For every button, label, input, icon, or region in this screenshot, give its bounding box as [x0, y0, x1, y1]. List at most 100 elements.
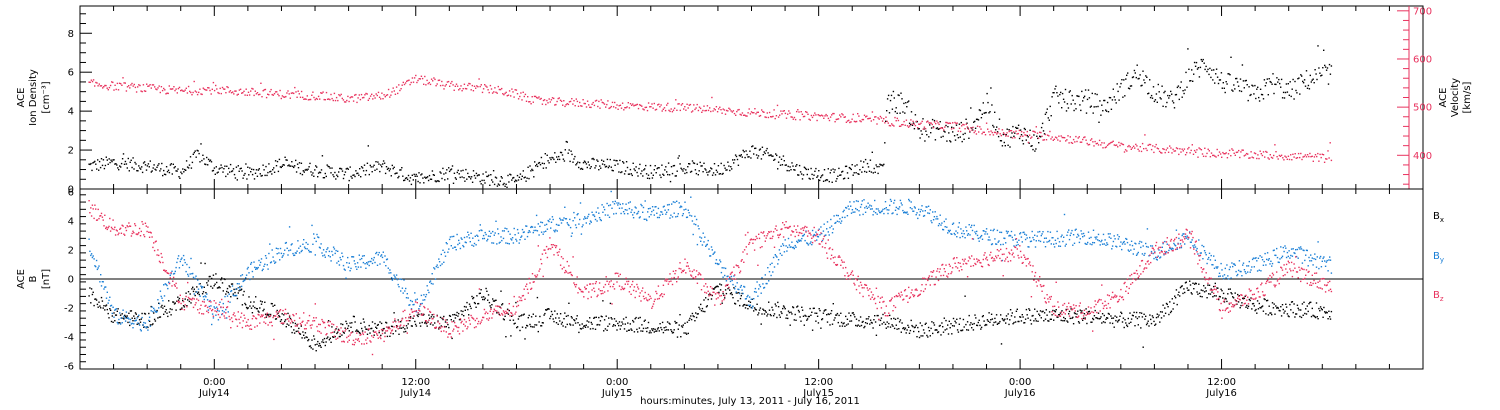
data-point: [554, 310, 556, 312]
data-point: [930, 122, 932, 124]
data-point: [1206, 152, 1208, 155]
data-point: [195, 91, 198, 93]
data-point: [1319, 310, 1321, 312]
data-point: [740, 154, 742, 156]
data-point: [308, 345, 311, 348]
data-point: [1199, 66, 1202, 69]
data-point: [1191, 144, 1193, 146]
data-point: [197, 291, 200, 293]
data-point: [1006, 132, 1008, 134]
data-point: [693, 223, 695, 225]
data-point: [1104, 321, 1106, 324]
data-point: [627, 329, 630, 331]
data-point: [192, 286, 194, 288]
series-velocity: [88, 74, 1333, 163]
data-point: [363, 96, 365, 99]
data-point: [427, 179, 430, 182]
data-point: [489, 305, 491, 307]
data-point: [1258, 157, 1260, 160]
data-point: [936, 120, 938, 122]
data-point: [207, 280, 210, 282]
data-point: [567, 152, 569, 154]
data-point: [842, 211, 844, 213]
data-point: [210, 305, 212, 307]
data-point: [1008, 129, 1010, 131]
data-point: [593, 317, 595, 319]
data-point: [189, 273, 191, 275]
data-point: [434, 322, 436, 324]
data-point: [1257, 86, 1259, 88]
data-point: [887, 122, 889, 124]
data-point: [1259, 306, 1261, 309]
data-point: [1279, 82, 1281, 85]
data-point: [722, 172, 724, 175]
data-point: [467, 231, 469, 233]
data-point: [971, 129, 973, 131]
data-point: [1014, 321, 1017, 323]
data-point: [1215, 295, 1217, 297]
data-point: [387, 167, 390, 169]
data-point: [559, 320, 561, 322]
data-point: [852, 312, 854, 314]
data-point: [493, 300, 495, 302]
data-point: [598, 100, 600, 103]
data-point: [1096, 142, 1099, 144]
data-point: [1141, 142, 1144, 145]
data-point: [433, 174, 435, 176]
data-point: [698, 306, 700, 309]
data-point: [705, 169, 707, 171]
data-point: [330, 93, 332, 96]
data-point: [931, 321, 933, 323]
data-point: [732, 110, 735, 112]
data-point: [553, 97, 555, 100]
data-point: [345, 277, 347, 279]
data-point: [310, 171, 312, 173]
data-point: [1026, 134, 1028, 137]
data-point: [920, 335, 922, 337]
data-point: [1264, 85, 1267, 87]
data-point: [1077, 321, 1080, 323]
data-point: [114, 314, 117, 316]
data-point: [1008, 130, 1010, 133]
data-point: [1165, 106, 1167, 108]
data-point: [614, 324, 616, 327]
data-point: [383, 162, 386, 164]
data-point: [110, 320, 113, 323]
data-point: [429, 317, 431, 319]
data-point: [900, 125, 902, 127]
data-point: [178, 297, 181, 300]
data-point: [716, 285, 718, 287]
data-point: [637, 331, 639, 333]
data-point: [1207, 148, 1209, 150]
data-point: [286, 92, 288, 94]
data-point: [407, 174, 410, 177]
data-point: [251, 168, 253, 170]
data-point: [1233, 84, 1235, 86]
data-point: [1191, 69, 1193, 71]
data-point: [331, 326, 333, 328]
data-point: [299, 96, 302, 98]
data-point: [357, 97, 359, 99]
data-point: [548, 220, 550, 223]
data-point: [655, 108, 658, 111]
data-point: [819, 234, 821, 236]
data-point: [109, 161, 111, 164]
data-point: [1103, 314, 1105, 317]
data-point: [1303, 301, 1305, 303]
data-point: [1032, 314, 1034, 317]
data-point: [971, 327, 973, 329]
data-point: [1126, 324, 1128, 326]
data-point: [1238, 149, 1240, 152]
data-point: [715, 106, 718, 108]
data-point: [802, 235, 805, 237]
data-point: [214, 173, 216, 175]
data-point: [881, 120, 884, 122]
data-point: [517, 318, 520, 320]
data-point: [296, 324, 298, 326]
data-point: [847, 177, 850, 179]
data-point: [774, 254, 776, 256]
data-point: [480, 229, 482, 231]
data-point: [874, 321, 877, 323]
data-point: [227, 173, 229, 175]
data-point: [509, 319, 511, 321]
